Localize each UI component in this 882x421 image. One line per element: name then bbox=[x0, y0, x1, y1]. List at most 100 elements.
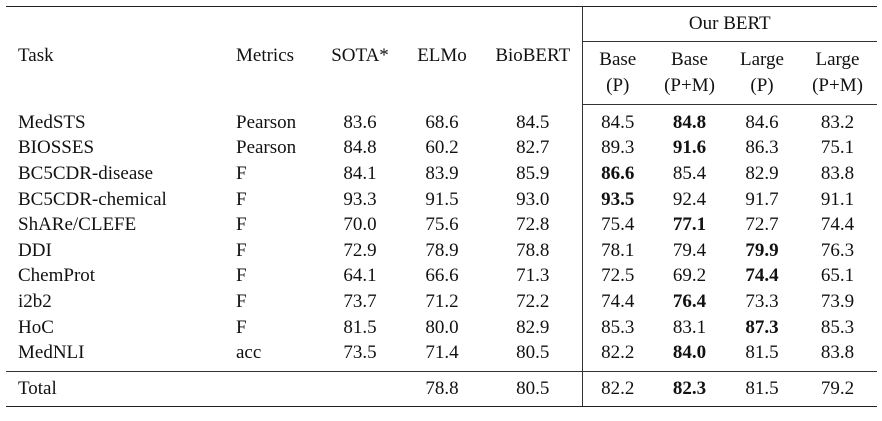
value-cell-best: 93.5 bbox=[581, 186, 653, 213]
value-cell: 72.9 bbox=[343, 239, 377, 261]
table-row: BIOSSES Pearson 84.8 60.2 82.7 89.3 91.6 86.3 75… bbox=[6, 135, 877, 162]
value-cell: 72.2 bbox=[516, 290, 550, 312]
metric-cell: Pearson bbox=[236, 111, 297, 133]
value-cell: 82.9 bbox=[745, 162, 779, 184]
value-cell: 71.2 bbox=[425, 290, 459, 312]
value-cell: 84.6 bbox=[745, 111, 779, 133]
value-cell: 75.4 bbox=[581, 212, 653, 238]
table-header: Task Metrics SOTA* ELMo BioBERT Our BERT… bbox=[6, 6, 877, 105]
results-table: Task Metrics SOTA* ELMo BioBERT Our BERT… bbox=[6, 6, 877, 407]
task-name-cell: BC5CDR-chemical bbox=[18, 188, 167, 210]
table-row: i2b2 F 73.7 71.2 72.2 74.4 76.4 73.3 73.9 bbox=[6, 289, 877, 315]
value-cell: 80.5 bbox=[516, 342, 550, 364]
value-cell-best: 79.9 bbox=[745, 239, 779, 261]
total-cell bbox=[320, 370, 400, 407]
task-name-cell: BC5CDR-disease bbox=[18, 162, 154, 184]
value-cell-best: 86.6 bbox=[581, 161, 653, 187]
value-cell: 82.7 bbox=[516, 137, 550, 159]
header-sub-line2: (P+M) bbox=[664, 75, 715, 96]
value-cell: 91.5 bbox=[425, 188, 459, 210]
table-row: HoC F 81.5 80.0 82.9 85.3 83.1 87.3 85.3 bbox=[6, 314, 877, 341]
value-cell: 91.1 bbox=[820, 188, 855, 210]
metric-cell: F bbox=[236, 316, 247, 338]
value-cell: 83.2 bbox=[820, 111, 855, 133]
task-name-cell: BIOSSES bbox=[18, 137, 95, 159]
header-large-p: Large (P) bbox=[726, 41, 798, 105]
value-cell-best: 84.8 bbox=[672, 111, 707, 133]
header-base-p: Base (P) bbox=[581, 41, 653, 105]
value-cell: 89.3 bbox=[581, 135, 653, 162]
task-name-cell: DDI bbox=[18, 239, 52, 261]
task-name-cell: MedNLI bbox=[18, 342, 85, 364]
header-base-pm: Base (P+M) bbox=[653, 41, 726, 105]
total-cell: 82.2 bbox=[581, 370, 653, 407]
header-our-bert-group: Our BERT bbox=[581, 6, 877, 42]
value-cell: 91.7 bbox=[745, 188, 779, 210]
value-cell: 69.2 bbox=[672, 265, 707, 287]
value-cell: 92.4 bbox=[672, 188, 707, 210]
value-cell: 75.6 bbox=[425, 214, 459, 236]
value-cell: 74.4 bbox=[820, 214, 855, 236]
value-cell: 84.8 bbox=[343, 137, 377, 159]
total-metric-cell bbox=[226, 370, 320, 407]
value-cell: 83.6 bbox=[343, 111, 377, 133]
value-cell: 75.1 bbox=[820, 137, 855, 159]
value-cell: 85.3 bbox=[820, 316, 855, 338]
total-cell: 79.2 bbox=[798, 370, 877, 407]
value-cell: 72.5 bbox=[581, 263, 653, 290]
value-cell: 93.3 bbox=[343, 188, 377, 210]
task-name-cell: MedSTS bbox=[18, 111, 86, 133]
value-cell: 73.3 bbox=[745, 290, 779, 312]
value-cell: 83.8 bbox=[820, 342, 855, 364]
total-cell: 81.5 bbox=[726, 370, 798, 407]
value-cell-best: 76.4 bbox=[672, 290, 707, 312]
value-cell: 84.5 bbox=[581, 104, 653, 136]
value-cell: 79.4 bbox=[672, 239, 707, 261]
metric-cell: F bbox=[236, 188, 247, 210]
value-cell: 84.5 bbox=[516, 111, 550, 133]
table-row: ShARe/CLEFE F 70.0 75.6 72.8 75.4 77.1 72.7 74.4 bbox=[6, 212, 877, 238]
total-cell: 78.8 bbox=[400, 370, 484, 407]
value-cell: 85.3 bbox=[581, 314, 653, 341]
table-row: BC5CDR-disease F 84.1 83.9 85.9 86.6 85.4 82.9 8… bbox=[6, 161, 877, 187]
table-row: MedSTS Pearson 83.6 68.6 84.5 84.5 84.8 84.6 83.… bbox=[6, 104, 877, 136]
value-cell: 83.8 bbox=[820, 162, 855, 184]
total-cell: 80.5 bbox=[484, 370, 582, 407]
header-sota: SOTA* bbox=[320, 6, 400, 105]
value-cell: 70.0 bbox=[343, 214, 377, 236]
header-sub-line1: Large bbox=[815, 49, 860, 70]
value-cell: 68.6 bbox=[425, 111, 459, 133]
value-cell: 78.9 bbox=[425, 239, 459, 261]
value-cell: 83.9 bbox=[425, 162, 459, 184]
value-cell: 78.8 bbox=[516, 239, 550, 261]
value-cell: 81.5 bbox=[343, 316, 377, 338]
value-cell: 72.7 bbox=[745, 214, 779, 236]
header-elmo: ELMo bbox=[400, 6, 484, 105]
value-cell: 81.5 bbox=[745, 342, 779, 364]
value-cell: 85.9 bbox=[516, 162, 550, 184]
value-cell: 73.9 bbox=[820, 290, 855, 312]
value-cell: 66.6 bbox=[425, 265, 459, 287]
value-cell: 71.4 bbox=[425, 342, 459, 364]
value-cell: 65.1 bbox=[820, 265, 855, 287]
metric-cell: F bbox=[236, 290, 247, 312]
header-sub-line2: (P) bbox=[606, 75, 630, 96]
value-cell-best: 91.6 bbox=[672, 137, 707, 159]
task-name-cell: ChemProt bbox=[18, 265, 96, 287]
value-cell: 64.1 bbox=[343, 265, 377, 287]
metric-cell: F bbox=[236, 265, 247, 287]
value-cell: 83.1 bbox=[672, 316, 707, 338]
value-cell: 93.0 bbox=[516, 188, 550, 210]
task-name-cell: ShARe/CLEFE bbox=[18, 214, 137, 236]
header-sub-line2: (P) bbox=[750, 75, 774, 96]
header-sub-line1: Base bbox=[671, 49, 708, 70]
value-cell: 60.2 bbox=[425, 137, 459, 159]
header-large-pm: Large (P+M) bbox=[798, 41, 877, 105]
metric-cell: F bbox=[236, 214, 247, 236]
metric-cell: F bbox=[236, 239, 247, 261]
value-cell: 82.9 bbox=[516, 316, 550, 338]
value-cell: 73.5 bbox=[343, 342, 377, 364]
metric-cell: Pearson bbox=[236, 137, 297, 159]
task-name-cell: i2b2 bbox=[18, 290, 52, 312]
